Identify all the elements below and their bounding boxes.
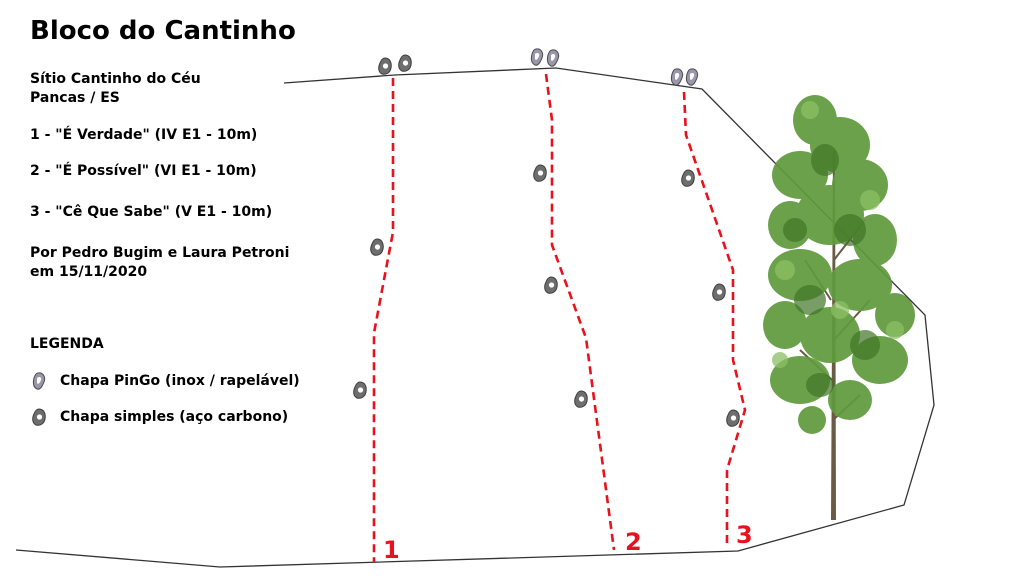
route-3-line — [682, 91, 747, 545]
page-title: Bloco do Cantinho — [30, 16, 296, 46]
route-3-number: 3 — [736, 521, 753, 549]
route-2-anchor — [530, 48, 560, 67]
credits-date: em 15/11/2020 — [30, 264, 148, 280]
hanger-pingo-icon — [32, 372, 46, 390]
tree-illustration — [763, 95, 915, 520]
legend-simples-label: Chapa simples (aço carbono) — [60, 409, 289, 425]
legend-title: LEGENDA — [30, 336, 104, 352]
route-2-number: 2 — [625, 528, 642, 556]
credits-block: Por Pedro Bugim e Laura Petroni em 15/11… — [30, 244, 289, 282]
route-1-number: 1 — [383, 536, 400, 564]
route-3-description: 3 - "Cê Que Sabe" (V E1 - 10m) — [30, 204, 273, 220]
legend-item-pingo: Chapa PinGo (inox / rapelável) — [30, 371, 300, 391]
hanger-simple-icon — [32, 408, 46, 426]
route-1-line — [372, 78, 395, 562]
credits-authors: Por Pedro Bugim e Laura Petroni — [30, 245, 290, 261]
boulder-outline — [15, 67, 935, 568]
legend-item-simples: Chapa simples (aço carbono) — [30, 407, 288, 427]
location-city: Pancas / ES — [30, 90, 120, 106]
location-site: Sítio Cantinho do Céu — [30, 71, 201, 87]
legend-pingo-label: Chapa PinGo (inox / rapelável) — [60, 373, 300, 389]
location-block: Sítio Cantinho do Céu Pancas / ES — [30, 70, 201, 108]
route-1-bolts — [353, 238, 384, 399]
route-1-description: 1 - "É Verdade" (IV E1 - 10m) — [30, 127, 258, 143]
route-2-bolts — [533, 164, 588, 408]
route-2-line — [544, 73, 616, 551]
route-3-anchor — [670, 68, 699, 86]
route-1-anchor — [378, 54, 412, 75]
route-2-description: 2 - "É Possível" (VI E1 - 10m) — [30, 163, 257, 179]
